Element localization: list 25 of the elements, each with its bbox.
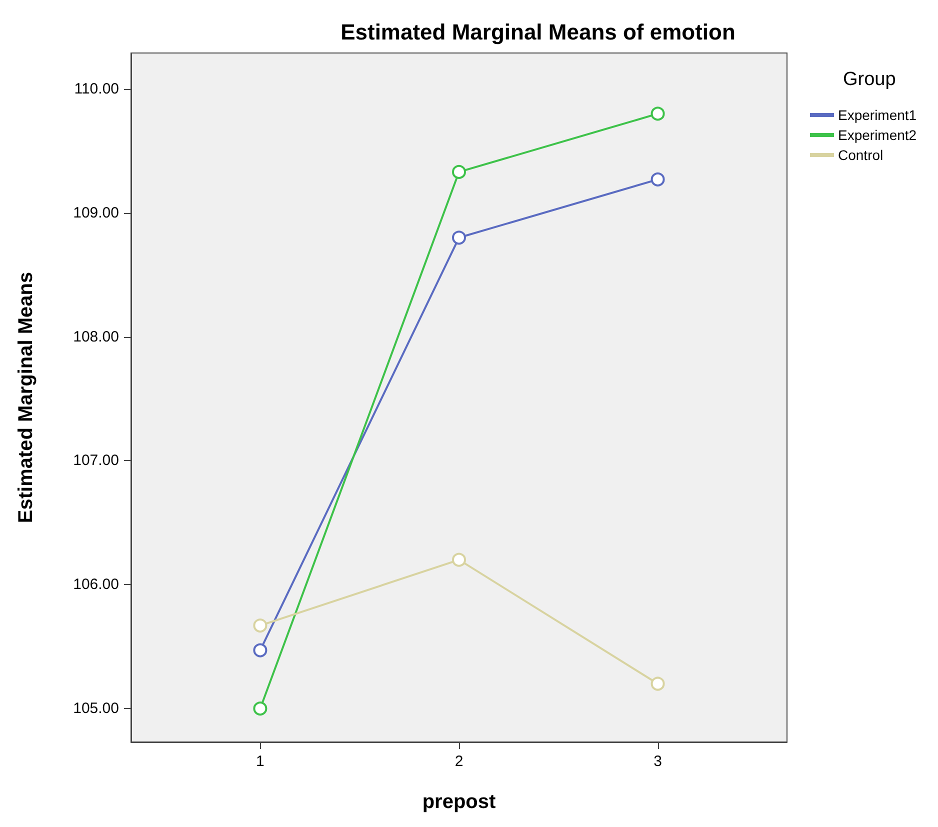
point xyxy=(650,172,665,186)
point xyxy=(452,230,466,245)
point xyxy=(650,106,665,121)
x-tick-label: 2 xyxy=(454,753,464,770)
y-axis-title: Estimated Marginal Means xyxy=(15,272,37,524)
y-tick-label: 106.00 xyxy=(73,576,119,594)
point xyxy=(253,702,268,716)
y-tick-label: 109.00 xyxy=(73,204,119,222)
point xyxy=(253,618,268,633)
point xyxy=(452,552,466,567)
x-axis-title: prepost xyxy=(422,791,496,813)
legend-label: Experiment1 xyxy=(838,107,917,123)
legend-label: Experiment2 xyxy=(838,127,917,143)
point xyxy=(452,164,466,179)
chart-title: Estimated Marginal Means of emotion xyxy=(340,20,736,44)
legend-label: Control xyxy=(838,147,884,163)
point xyxy=(253,643,268,658)
x-tick-label: 1 xyxy=(256,753,264,770)
y-tick-label: 108.00 xyxy=(73,328,119,346)
y-tick-label: 105.00 xyxy=(73,700,119,718)
x-tick-label: 3 xyxy=(654,753,662,770)
y-tick-label: 107.00 xyxy=(73,452,119,470)
legend-title: Group xyxy=(843,69,896,90)
y-tick-label: 110.00 xyxy=(74,80,119,98)
point xyxy=(650,676,665,691)
